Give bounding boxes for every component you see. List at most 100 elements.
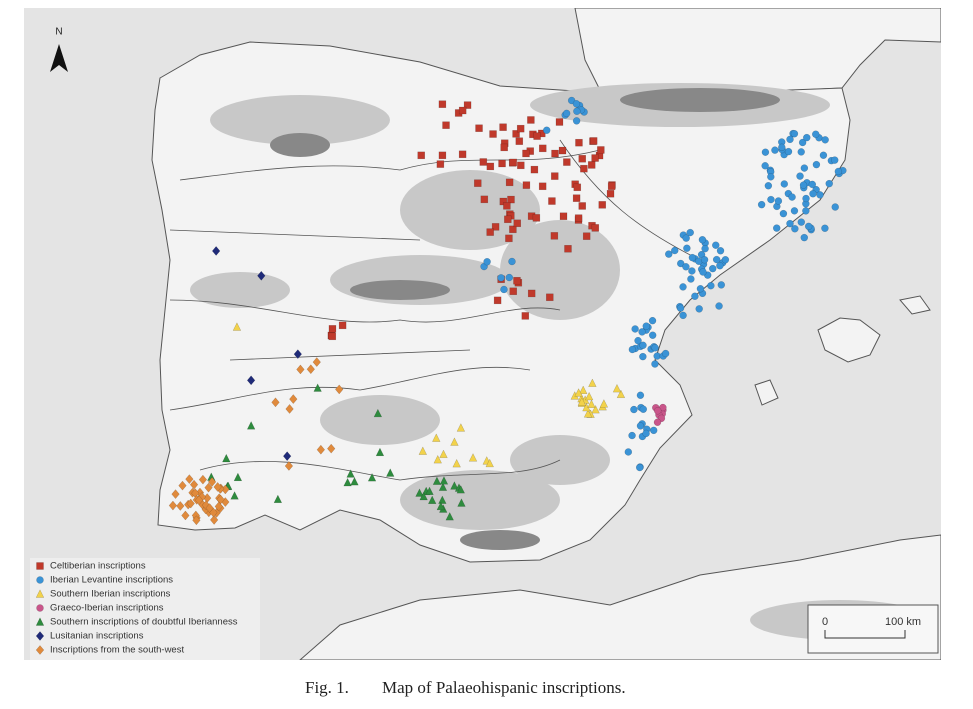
square-marker (438, 151, 447, 160)
circle-marker (790, 129, 799, 138)
square-marker (563, 158, 571, 166)
diamond-marker (335, 384, 344, 395)
diamond-marker (35, 645, 45, 655)
triangle-marker (246, 420, 256, 430)
triangle-marker (35, 617, 45, 626)
diamond-marker (246, 375, 256, 386)
square-marker (442, 121, 450, 129)
circle-marker (634, 336, 642, 345)
square-marker (513, 219, 521, 228)
circle-marker (635, 463, 644, 472)
square-marker (474, 179, 482, 187)
triangle-marker (436, 501, 446, 511)
circle-marker (809, 189, 817, 198)
circle-marker (688, 267, 696, 275)
circle-marker (679, 283, 687, 291)
square-marker (573, 183, 582, 192)
north-label: N (55, 27, 62, 38)
square-marker (521, 312, 530, 320)
diamond-marker (316, 444, 326, 455)
diamond-marker (289, 394, 298, 405)
square-marker (527, 289, 536, 298)
diamond-marker (198, 474, 208, 485)
triangle-marker (456, 423, 466, 432)
square-marker (509, 287, 517, 296)
diamond-marker (178, 480, 187, 491)
square-marker (580, 164, 588, 173)
circle-marker (639, 352, 647, 361)
triangle-marker (584, 391, 594, 401)
circle-marker (695, 305, 703, 313)
circle-marker (834, 167, 843, 176)
square-marker (578, 154, 586, 163)
square-marker (475, 124, 483, 132)
circle-marker (687, 275, 695, 283)
circle-marker (542, 126, 551, 135)
square-marker (463, 101, 472, 109)
circle-marker (821, 224, 829, 233)
circle-marker (830, 156, 839, 164)
circle-marker (691, 292, 699, 301)
square-marker (532, 214, 541, 222)
caption-text: Map of Palaeohispanic inscriptions. (382, 678, 626, 697)
legend-label: Inscriptions from the south-west (50, 645, 184, 656)
square-marker (458, 106, 467, 115)
triangle-marker (485, 458, 494, 468)
rivers (169, 139, 701, 481)
square-marker (555, 118, 564, 126)
triangle-marker (230, 491, 239, 500)
circle-marker (572, 117, 581, 125)
north-arrow: N (50, 27, 68, 72)
triangle-marker (456, 484, 466, 494)
square-marker (546, 293, 554, 302)
circle-marker (772, 224, 781, 232)
diamond-marker (296, 364, 305, 375)
diamond-marker (189, 479, 199, 490)
square-marker (533, 132, 541, 140)
circle-marker (811, 130, 820, 138)
circle-marker (798, 138, 807, 147)
square-marker (328, 325, 337, 333)
circle-marker (780, 180, 789, 188)
triangle-marker (432, 476, 442, 485)
mallorca (817, 317, 881, 363)
circle-marker (562, 109, 571, 118)
circle-marker (631, 325, 639, 333)
triangle-marker (583, 409, 593, 418)
triangle-marker (346, 469, 355, 478)
triangle-marker (373, 408, 383, 418)
square-marker (522, 181, 531, 189)
circle-marker (651, 344, 659, 352)
triangle-marker (439, 476, 449, 485)
square-marker (36, 562, 44, 570)
circle-marker (639, 341, 647, 350)
triangle-marker (419, 491, 428, 501)
square-marker (493, 296, 502, 305)
square-marker (328, 332, 337, 341)
inscription-points (168, 96, 847, 526)
square-marker (480, 195, 489, 204)
triangle-marker (432, 433, 441, 442)
triangle-marker (367, 472, 377, 482)
circle-marker (761, 162, 769, 170)
circle-marker (648, 331, 657, 339)
square-marker (591, 224, 600, 232)
diamond-marker (285, 404, 294, 414)
circle-marker (816, 191, 824, 199)
circle-marker (712, 255, 721, 264)
circle-marker (784, 147, 793, 156)
square-marker (564, 245, 572, 253)
circle-marker (653, 407, 662, 415)
circle-marker (651, 360, 659, 368)
circle-marker (778, 143, 786, 152)
circle-marker (636, 391, 645, 400)
circle-marker (642, 429, 650, 438)
triangle-marker (450, 437, 459, 446)
circle-marker (659, 403, 667, 412)
diamond-marker (211, 246, 221, 256)
circle-marker (628, 345, 637, 354)
legend-label: Lusitanian inscriptions (50, 631, 144, 642)
triangle-marker (468, 453, 478, 462)
diamond-marker (271, 397, 280, 408)
triangle-marker (415, 488, 424, 497)
